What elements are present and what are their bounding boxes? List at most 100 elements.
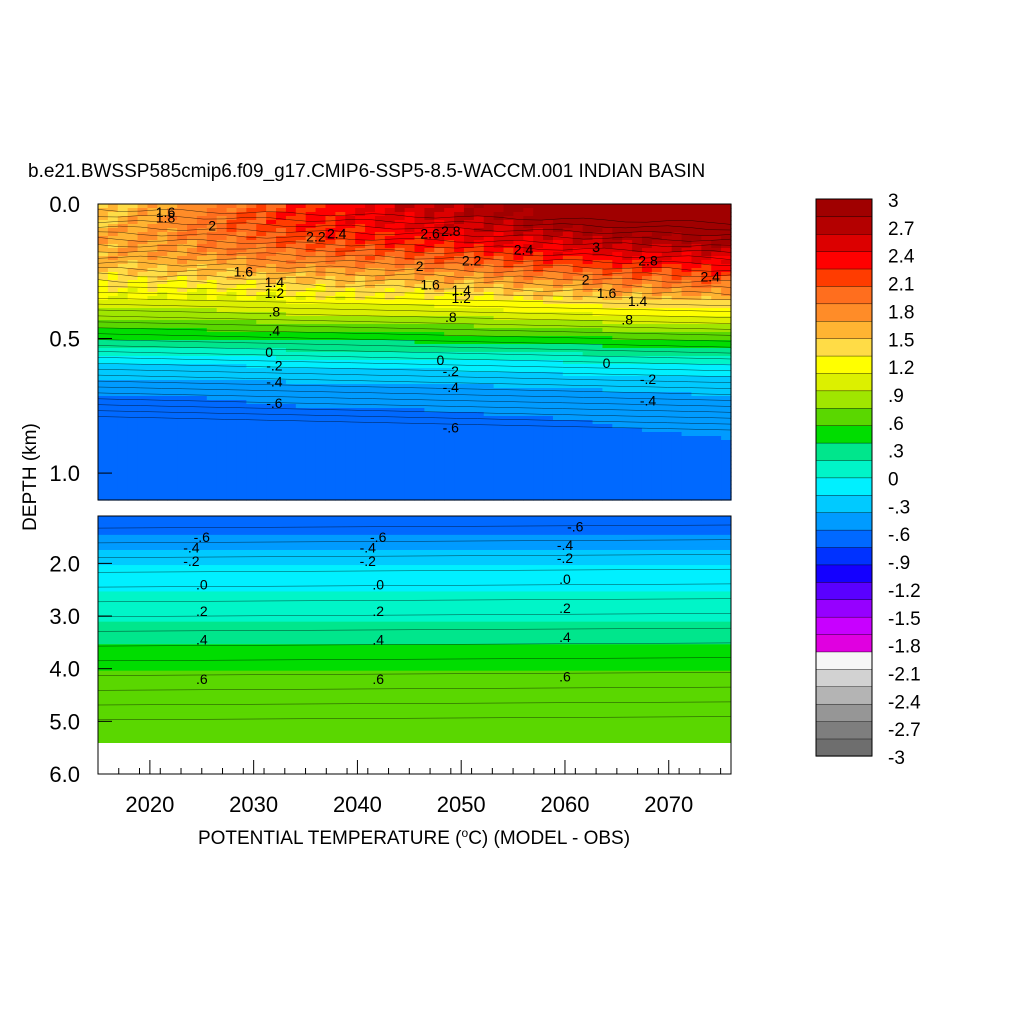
upper-cell (701, 400, 712, 405)
upper-cell (206, 372, 218, 377)
contour-label: .2 (196, 603, 208, 619)
upper-cell (661, 476, 673, 481)
upper-cell (533, 380, 544, 385)
upper-cell (632, 252, 643, 257)
upper-cell (345, 484, 356, 489)
upper-cell (414, 284, 425, 289)
upper-cell (206, 216, 218, 221)
upper-cell (701, 252, 712, 257)
upper-cell (305, 296, 317, 301)
upper-cell (602, 248, 613, 253)
upper-cell (552, 224, 564, 229)
upper-cell (483, 284, 495, 289)
lower-band (98, 685, 731, 691)
upper-cell (256, 320, 267, 325)
upper-cell (523, 240, 534, 245)
upper-cell (711, 476, 722, 481)
upper-cell (167, 264, 178, 269)
upper-cell (216, 344, 228, 349)
upper-cell (572, 260, 584, 265)
upper-cell (325, 380, 336, 385)
upper-cell (671, 284, 683, 289)
contour-label: -.4 (266, 374, 283, 390)
upper-cell (681, 488, 693, 493)
upper-cell (365, 272, 376, 277)
upper-cell (315, 224, 327, 229)
upper-cell (216, 360, 228, 365)
upper-cell (602, 452, 613, 457)
upper-cell (127, 384, 139, 389)
upper-cell (483, 288, 495, 293)
upper-cell (98, 348, 109, 353)
upper-cell (444, 440, 455, 445)
upper-cell (285, 264, 297, 269)
upper-cell (721, 408, 732, 413)
upper-cell (325, 312, 336, 317)
upper-cell (543, 364, 554, 369)
upper-cell (187, 220, 198, 225)
upper-cell (414, 404, 425, 409)
upper-cell (285, 376, 297, 381)
upper-cell (206, 256, 218, 261)
upper-cell (246, 492, 257, 497)
upper-cell (701, 304, 712, 309)
upper-cell (483, 260, 495, 265)
upper-cell (127, 480, 139, 485)
upper-cell (365, 424, 376, 429)
upper-cell (157, 420, 168, 425)
upper-cell (513, 224, 524, 229)
upper-cell (404, 464, 416, 469)
upper-cell (187, 212, 198, 217)
upper-cell (305, 416, 317, 421)
upper-cell (543, 264, 554, 269)
upper-cell (463, 316, 475, 321)
upper-cell (572, 248, 584, 253)
upper-cell (147, 456, 158, 461)
upper-cell (315, 312, 327, 317)
upper-cell (345, 296, 356, 301)
upper-cell (365, 248, 376, 253)
upper-cell (671, 304, 683, 309)
upper-cell (355, 392, 366, 397)
upper-cell (632, 364, 643, 369)
upper-cell (552, 408, 564, 413)
upper-cell (651, 316, 663, 321)
upper-cell (632, 308, 643, 313)
upper-cell (374, 464, 386, 469)
upper-cell (305, 396, 317, 401)
upper-cell (612, 480, 623, 485)
upper-cell (345, 444, 356, 449)
upper-cell (533, 448, 544, 453)
upper-cell (285, 392, 297, 397)
upper-cell (216, 492, 228, 497)
upper-cell (552, 320, 564, 325)
upper-cell (246, 456, 257, 461)
upper-cell (424, 352, 435, 357)
upper-cell (246, 264, 257, 269)
upper-cell (404, 476, 416, 481)
upper-cell (473, 464, 485, 469)
upper-cell (98, 460, 109, 465)
upper-cell (572, 296, 584, 301)
upper-cell (552, 324, 564, 329)
upper-cell (701, 232, 712, 237)
upper-cell (444, 352, 455, 357)
upper-cell (196, 228, 208, 233)
upper-cell (167, 372, 178, 377)
upper-cell (187, 488, 198, 493)
upper-cell (276, 436, 287, 441)
upper-cell (98, 372, 109, 377)
upper-cell (107, 468, 119, 473)
upper-cell (117, 480, 129, 485)
upper-cell (187, 356, 198, 361)
upper-cell (572, 348, 584, 353)
upper-cell (177, 308, 188, 313)
upper-cell (157, 416, 168, 421)
lower-contour-line (97, 583, 732, 588)
upper-cell (335, 368, 346, 373)
upper-cell (701, 240, 712, 245)
upper-cell (107, 304, 119, 309)
upper-cell (246, 480, 257, 485)
upper-cell (266, 340, 277, 345)
upper-cell (651, 364, 663, 369)
